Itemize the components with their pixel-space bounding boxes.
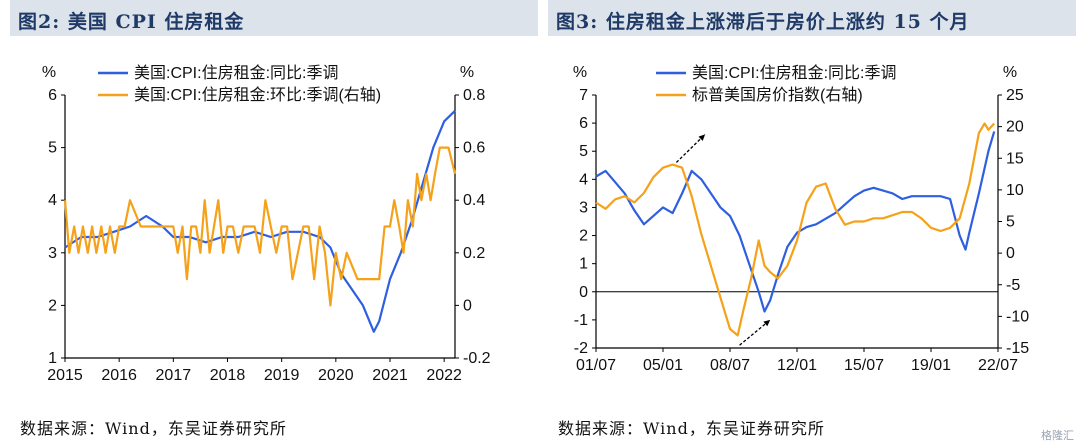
y-left-tick-label: 6 [48,87,57,104]
y-right-tick-label: 0.4 [463,192,485,209]
x-tick-label: 08/07 [710,357,750,374]
legend-label: 美国:CPI:住房租金:环比:季调(右轴) [134,86,381,104]
left-panel: 图2: 美国 CPI 住房租金 %% 1 2 3 4 5 6 -0.2 0 0.2 0.4 0.6 0.… [10,0,538,447]
x-tick-label: 2019 [264,367,300,384]
y-left-tick-label: 6 [579,115,588,132]
y-left-tick-label: 3 [579,199,588,216]
watermark: 格隆汇 [1041,430,1074,442]
y-right-tick-label: 15 [1006,150,1024,167]
y-left-unit: % [573,64,587,81]
y-left-tick-label: 1 [579,256,588,273]
x-tick-label: 2022 [426,367,462,384]
y-right-tick-label: 20 [1006,119,1024,136]
right-source-bar: 数据来源：Wind，东吴证券研究所 [548,403,1076,447]
x-tick-label: 05/01 [643,357,683,374]
x-tick-label: 2018 [210,367,246,384]
y-right-tick-label: 0.8 [463,87,485,104]
y-right-tick-label: 10 [1006,182,1024,199]
right-source-text: 数据来源：Wind，东吴证券研究所 [558,419,825,438]
x-tick-label: 12/01 [777,357,817,374]
y-right-unit: % [1003,64,1017,81]
y-right-unit: % [460,64,474,81]
x-tick-label: 22/07 [978,357,1018,374]
y-left-tick-label: 1 [48,350,57,367]
annotation-arrow [739,319,771,346]
x-tick-label: 15/07 [844,357,884,374]
x-tick-label: 2015 [47,367,83,384]
right-chart-title: 图3: 住房租金上涨滞后于房价上涨约 15 个月 [556,11,970,33]
y-right-tick-label: 5 [1006,214,1015,231]
y-right-tick-label: 0 [1006,245,1015,262]
annotation-arrow-head [763,319,771,327]
y-right-tick-label: 25 [1006,87,1024,104]
y-left-tick-label: -2 [574,340,588,357]
y-left-tick-label: 3 [48,245,57,262]
legend-label: 美国:CPI:住房租金:同比:季调 [692,64,896,82]
y-left-tick-label: 4 [579,171,588,188]
x-tick-label: 19/01 [911,357,951,374]
x-tick-label: 2020 [318,367,354,384]
y-right-tick-label: -15 [1006,340,1029,357]
left-chart-title: 图2: 美国 CPI 住房租金 [18,11,245,33]
legend-label: 美国:CPI:住房租金:同比:季调 [134,64,338,82]
orange-series-line [63,146,457,307]
y-left-tick-label: -1 [574,312,588,329]
x-tick-label: 2021 [372,367,408,384]
left-source-bar: 数据来源：Wind，东吴证券研究所 [10,403,538,447]
x-tick-label: 2017 [156,367,192,384]
y-left-tick-label: 5 [48,140,57,157]
y-right-tick-label: -10 [1006,308,1029,325]
y-left-tick-label: 7 [579,87,588,104]
y-right-tick-label: 0 [463,297,472,314]
left-title-bar: 图2: 美国 CPI 住房租金 [10,0,538,36]
y-left-unit: % [42,64,56,81]
x-tick-label: 2016 [101,367,137,384]
right-panel: 图3: 住房租金上涨滞后于房价上涨约 15 个月 %% -2 -1 0 1 2 3 4 5 6 7-… [548,0,1076,447]
y-left-tick-label: 0 [579,284,588,301]
blue-series-line [595,131,996,313]
right-title-bar: 图3: 住房租金上涨滞后于房价上涨约 15 个月 [548,0,1076,36]
legend-label: 标普美国房价指数(右轴) [692,86,863,104]
left-chart: % % 1 2 3 4 5 6 -0.2 0 0.2 0.4 0.6 0.8 2015 2016 2017 201… [42,64,491,384]
annotation-arrow-head [698,134,706,141]
left-source-text: 数据来源：Wind，东吴证券研究所 [20,419,287,438]
y-left-tick-label: 5 [579,143,588,160]
y-left-tick-label: 4 [48,192,57,209]
y-right-tick-label: -0.2 [463,350,491,367]
orange-series-line [595,122,996,337]
y-right-tick-label: 0.6 [463,140,485,157]
y-left-tick-label: 2 [579,228,588,245]
annotation-arrow [675,133,706,163]
y-right-tick-label: 0.2 [463,245,485,262]
blue-series-line [64,110,456,333]
y-left-tick-label: 2 [48,297,57,314]
x-tick-label: 01/07 [576,357,616,374]
y-right-tick-label: -5 [1006,277,1020,294]
